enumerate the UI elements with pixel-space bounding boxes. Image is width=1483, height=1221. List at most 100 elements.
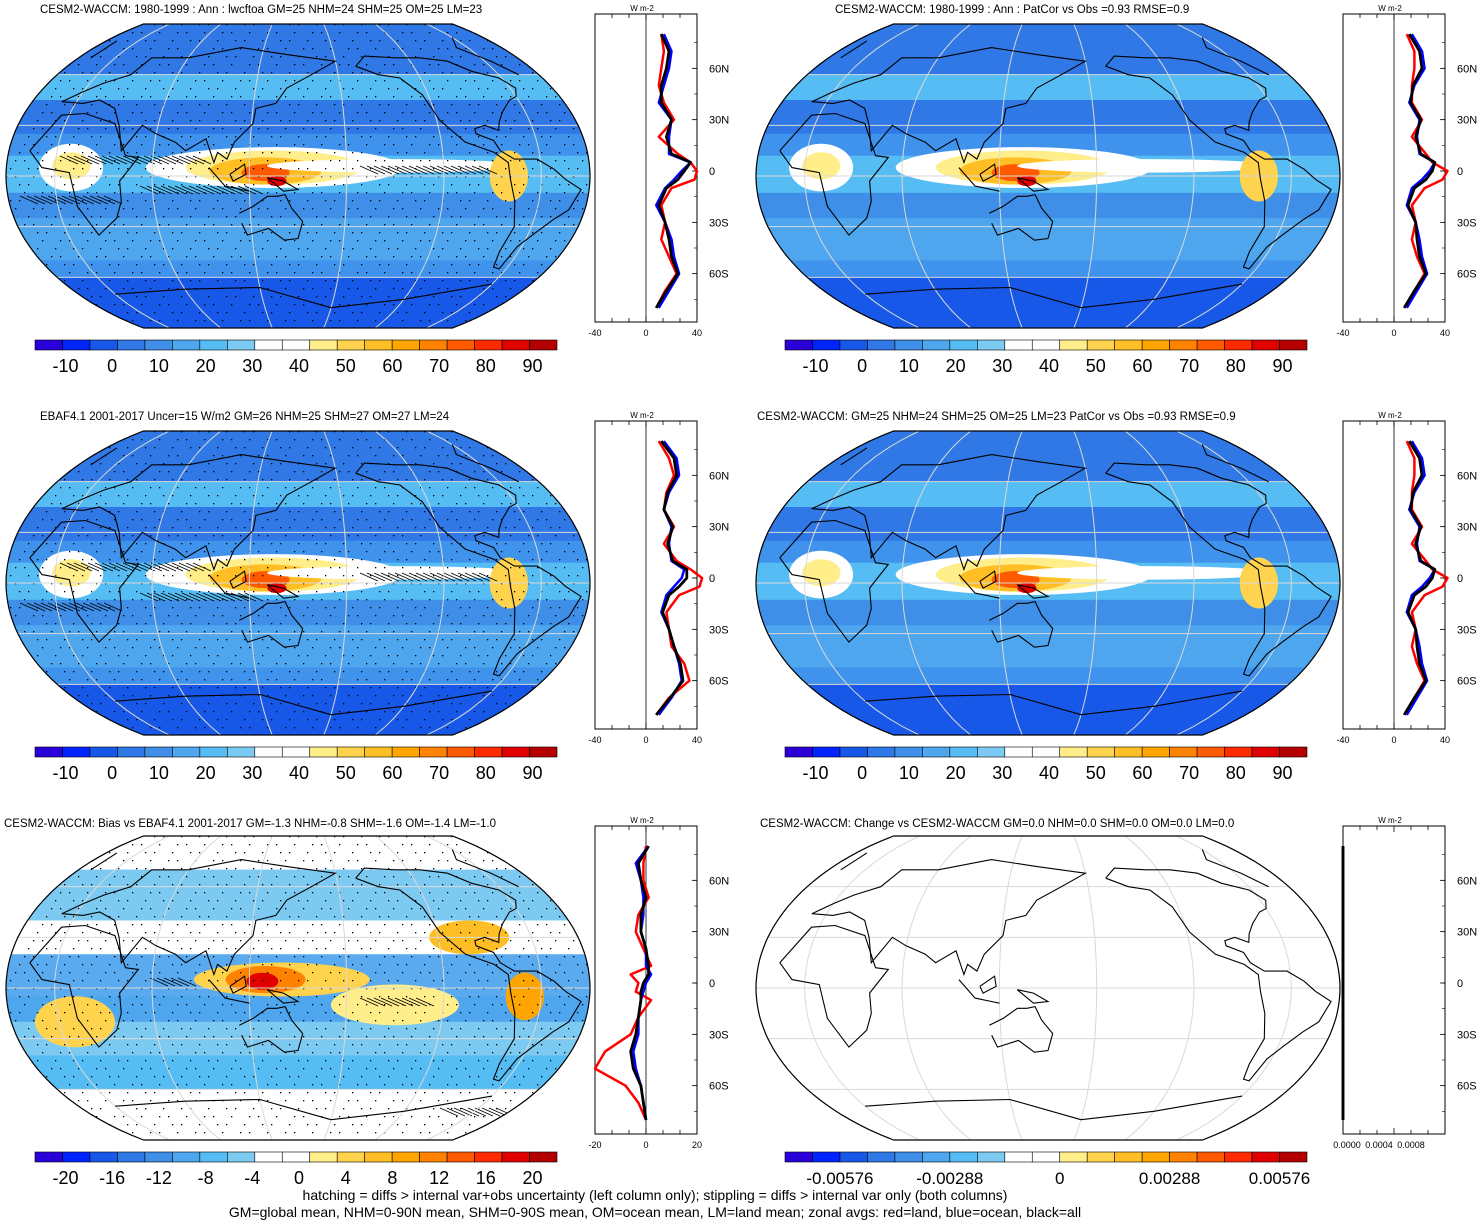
colorbar-swatch [62, 746, 91, 758]
panel-1: CESM2-WACCM: 1980-1999 : Ann : lwcftoa G… [0, 0, 745, 400]
zonal-lat-label: 60S [709, 1081, 729, 1093]
colorbar-tick-label: 90 [523, 763, 543, 783]
panel-title: CESM2-WACCM: GM=25 NHM=24 SHM=25 OM=25 L… [757, 411, 1236, 423]
panel-title: EBAF4.1 2001-2017 Uncer=15 W/m2 GM=26 NH… [40, 411, 450, 423]
colorbar-tick-label: 0 [107, 356, 117, 376]
zonal-lat-label: 30S [709, 217, 729, 229]
colorbar-swatch [839, 746, 868, 758]
colorbar-swatch [199, 1151, 228, 1163]
footer-note-means: GM=global mean, NHM=0-90N mean, SHM=0-90… [228, 1204, 1082, 1220]
colorbar-tick-label: 0.00288 [1139, 1169, 1200, 1188]
colorbar-swatch [227, 1151, 256, 1163]
zonal-lat-label: 30S [1457, 624, 1477, 636]
zonal-lat-label: 0 [1457, 166, 1463, 178]
colorbar-swatch [1169, 339, 1198, 351]
zonal-x-tick-label: 0.0000 [1333, 1140, 1361, 1150]
zonal-mean-plot: W m-2 0.0000 0.0004 0.0008 60N 30N 0 30S 60S [1333, 816, 1477, 1150]
colorbar-swatch [894, 339, 923, 351]
zonal-mean-plot: W m-2 -20 0 20 60N 30N 0 30S 60S [588, 816, 729, 1150]
colorbar-swatch [1141, 1151, 1170, 1163]
colorbar-swatch [1004, 746, 1033, 758]
panel-6: CESM2-WACCM: Change vs CESM2-WACCM GM=0.… [745, 812, 1483, 1192]
zonal-lat-label: 60N [1457, 470, 1477, 482]
colorbar-swatch [1141, 339, 1170, 351]
colorbar-swatch [1141, 746, 1170, 758]
colorbar-swatch [922, 339, 951, 351]
panel-title: CESM2-WACCM: Change vs CESM2-WACCM GM=0.… [760, 818, 1235, 830]
colorbar-tick-label: 30 [992, 763, 1012, 783]
colorbar-tick-label: 8 [387, 1168, 397, 1188]
colorbar-swatch [62, 1151, 91, 1163]
zonal-x-tick-label: 0 [643, 328, 648, 338]
hatching [149, 977, 515, 1117]
colorbar-tick-label: 80 [1226, 763, 1246, 783]
zonal-axes [594, 13, 698, 323]
zonal-line-all [629, 845, 650, 1121]
colorbar-swatch [1031, 339, 1061, 351]
colorbar-swatch [446, 339, 475, 351]
zonal-x-tick-label: 0 [643, 1140, 648, 1150]
zonal-lat-label: 60S [709, 676, 729, 688]
colorbar-swatch [977, 1151, 1006, 1163]
zonal-lat-label: 30N [1457, 522, 1477, 534]
map-field [756, 431, 1340, 735]
panel-5: CESM2-WACCM: Bias vs EBAF4.1 2001-2017 G… [0, 812, 745, 1192]
colorbar: -10 0 10 20 30 40 50 60 70 80 90 [784, 339, 1308, 376]
zonal-line-all [1402, 33, 1437, 309]
colorbar: -10 0 10 20 30 40 50 60 70 80 90 [784, 746, 1308, 783]
zonal-x-tick-label: 20 [692, 1140, 702, 1150]
colorbar-swatch [1086, 746, 1115, 758]
colorbar-tick-label: -12 [146, 1168, 172, 1188]
panel-title: CESM2-WACCM: 1980-1999 : Ann : lwcftoa G… [40, 4, 483, 16]
colorbar-swatch [391, 339, 420, 351]
graticule [756, 24, 1340, 328]
colorbar-swatch [1251, 1151, 1280, 1163]
colorbar-tick-label: 12 [429, 1168, 449, 1188]
zonal-lat-label: 30N [709, 522, 729, 534]
colorbar-tick-label: 60 [1132, 356, 1152, 376]
colorbar-swatch [1004, 1151, 1033, 1163]
colorbar-swatch [34, 1151, 63, 1163]
colorbar-swatch [364, 1151, 393, 1163]
colorbar-swatch [922, 1151, 951, 1163]
colorbar-swatch [839, 339, 868, 351]
zonal-unit: W m-2 [630, 4, 654, 13]
colorbar-swatch [1279, 746, 1308, 758]
colorbar-swatch [89, 746, 118, 758]
colorbar-swatch [419, 746, 448, 758]
colorbar-tick-label: 60 [382, 356, 402, 376]
colorbar-swatch [784, 746, 813, 758]
coastlines [779, 444, 1332, 716]
colorbar-swatch [144, 339, 173, 351]
zonal-unit: W m-2 [1378, 411, 1402, 420]
colorbar-swatch [419, 339, 448, 351]
colorbar-tick-label: 30 [242, 763, 262, 783]
colorbar-swatch [474, 1151, 503, 1163]
colorbar-swatch [977, 339, 1006, 351]
zonal-lat-label: 30N [1457, 927, 1477, 939]
map-outline [5, 23, 591, 329]
colorbar-swatch [867, 1151, 896, 1163]
colorbar-swatch [867, 339, 896, 351]
colorbar-swatch [62, 339, 91, 351]
colorbar-swatch [812, 339, 841, 351]
colorbar-swatch [949, 339, 978, 351]
colorbar-swatch [474, 746, 503, 758]
panel-title: CESM2-WACCM: 1980-1999 : Ann : PatCor vs… [835, 4, 1190, 16]
zonal-mean-plot: W m-2 -40 0 40 60N 30N 0 30S 60S [588, 4, 729, 338]
map-field [756, 24, 1340, 328]
colorbar-tick-label: 60 [382, 763, 402, 783]
coastlines [779, 37, 1332, 309]
colorbar-swatch [1114, 746, 1143, 758]
zonal-line-land [655, 33, 699, 309]
map-field [6, 836, 590, 1140]
colorbar-swatch [1224, 339, 1253, 351]
colorbar-swatch [227, 746, 256, 758]
colorbar-swatch [172, 1151, 201, 1163]
zonal-lat-label: 0 [1457, 978, 1463, 990]
colorbar-swatch [922, 746, 951, 758]
colorbar-tick-label: 0 [857, 356, 867, 376]
zonal-lat-label: 30N [1457, 115, 1477, 127]
colorbar-tick-label: 4 [341, 1168, 351, 1188]
panel-4: CESM2-WACCM: GM=25 NHM=24 SHM=25 OM=25 L… [745, 407, 1483, 807]
